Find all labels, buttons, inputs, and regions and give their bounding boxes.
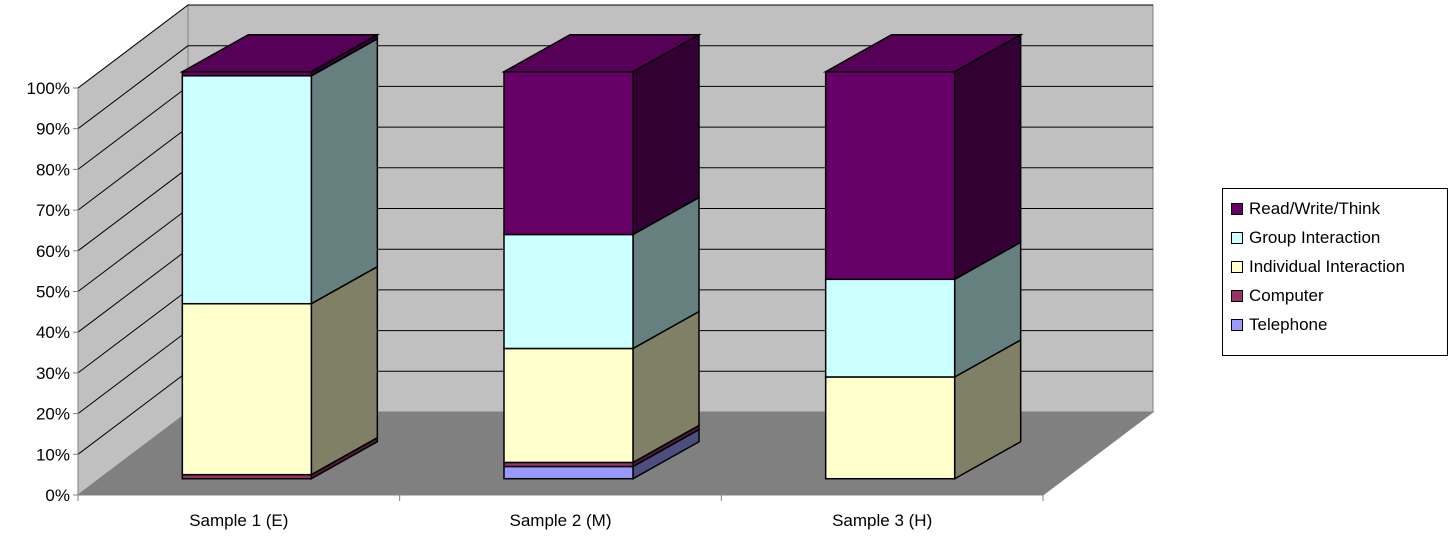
legend-label: Telephone: [1249, 315, 1328, 334]
bar-segment: [181, 302, 313, 476]
legend-item: Computer: [1231, 285, 1324, 307]
bar-top-face: [501, 33, 702, 73]
gridline-side: [77, 208, 189, 292]
x-tick-label: Sample 1 (E): [189, 511, 288, 530]
y-tick-label: 90%: [36, 120, 70, 139]
gridline-side: [77, 126, 189, 211]
bar-segment: [824, 278, 956, 378]
bar-segment: [503, 70, 634, 236]
bar-segment: [503, 233, 634, 350]
chart-legend: Read/Write/Think Group Interaction Individ…: [1222, 188, 1448, 356]
bar-side-segment: [310, 37, 379, 305]
gridline-side: [77, 4, 189, 89]
bar-side-segment: [953, 33, 1022, 281]
legend-swatch: [1231, 203, 1243, 215]
legend-item: Individual Interaction: [1231, 256, 1405, 278]
gridline-side: [77, 248, 189, 333]
y-tick-label: 50%: [36, 283, 70, 302]
y-tick-label: 40%: [36, 323, 70, 342]
legend-label: Computer: [1249, 286, 1324, 305]
gridline-side: [77, 45, 189, 130]
bar-segment: [824, 70, 956, 281]
bar-top-face: [179, 33, 381, 73]
gridline-side: [77, 330, 189, 414]
y-tick-label: 20%: [36, 405, 70, 424]
y-tick-label: 10%: [36, 445, 70, 464]
legend-swatch: [1231, 261, 1243, 273]
y-tick-label: 80%: [36, 160, 70, 179]
y-tick-label: 70%: [36, 201, 70, 220]
gridline-side: [77, 86, 189, 170]
bar-segment: [181, 75, 313, 305]
legend-item: Telephone: [1231, 314, 1327, 336]
y-tick-label: 0%: [45, 486, 70, 505]
x-tick-label: Sample 2 (M): [509, 511, 611, 530]
bar-segment: [503, 465, 634, 480]
legend-label: Read/Write/Think: [1249, 199, 1381, 218]
x-tick-label: Sample 3 (H): [832, 511, 932, 530]
y-tick-label: 60%: [36, 242, 70, 261]
legend-label: Group Interaction: [1249, 228, 1381, 247]
gridline-side: [77, 289, 189, 374]
legend-swatch: [1231, 319, 1243, 331]
y-tick-label: 100%: [27, 79, 70, 98]
y-tick-label: 30%: [36, 364, 70, 383]
gridline-side: [77, 167, 189, 252]
legend-item: Group Interaction: [1231, 227, 1380, 249]
gridline-side: [77, 370, 189, 455]
bar-top-face: [822, 33, 1024, 73]
bar-segment: [824, 376, 956, 480]
legend-swatch: [1231, 232, 1243, 244]
legend-label: Individual Interaction: [1249, 257, 1405, 276]
legend-item: Read/Write/Think: [1231, 198, 1380, 220]
bar-segment: [503, 347, 634, 464]
legend-swatch: [1231, 290, 1243, 302]
